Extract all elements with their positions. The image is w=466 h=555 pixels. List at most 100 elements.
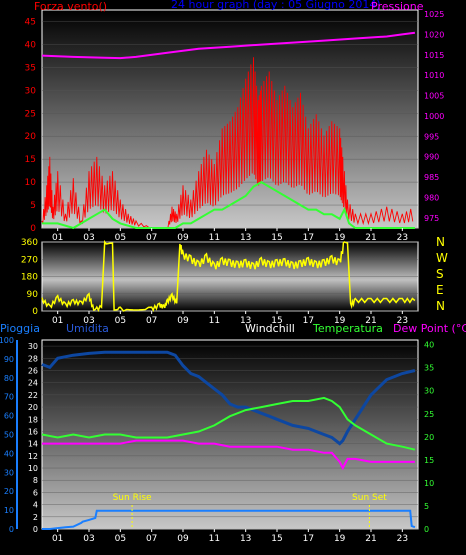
wind-direction-line [41,239,416,313]
pressure-tick-label: 1000 [424,112,444,121]
x-tick-label: 17 [303,316,314,326]
rain-axis-label: Pioggia [0,322,40,335]
x-tick-label: 07 [146,233,157,243]
wind-tick-label: 45 [25,17,36,27]
humidity-tick-label: 15 [424,456,434,465]
rain-tick-label: 0 [9,525,14,534]
wind-tick-label: 25 [25,109,36,119]
temperature-tick-label: 22 [28,391,38,400]
x-tick-label: 17 [303,534,314,544]
temperature-tick-label: 20 [28,403,38,412]
humidity-tick-label: 40 [424,341,434,350]
x-tick-label: 07 [146,534,157,544]
temperature-tick-label: 26 [28,366,38,375]
x-tick-label: 13 [240,316,251,326]
wind-average-line [42,180,415,230]
rain-tick-label: 30 [4,468,14,477]
humidity-tick-label: 0 [424,525,429,534]
x-tick-label: 01 [52,233,63,243]
x-tick-label: 15 [271,316,282,326]
x-tick-label: 23 [397,534,408,544]
temperature-tick-label: 18 [28,415,38,424]
humidity-tick-label: 5 [424,502,429,511]
pressure-tick-label: 990 [424,153,439,162]
x-tick-label: 19 [334,233,346,243]
temperature-tick-label: 24 [28,379,38,388]
humidity-line [41,350,416,446]
rain-tick-label: 50 [4,431,14,440]
x-tick-label: 15 [271,534,282,544]
wind-tick-label: 10 [25,178,37,188]
rain-tick-label: 10 [4,506,14,515]
pressure-tick-label: 1020 [424,30,444,39]
x-tick-label: 11 [209,534,220,544]
wind-tick-label: 30 [25,86,37,96]
direction-tick-label: 0 [32,307,38,317]
x-tick-label: 21 [365,233,376,243]
x-tick-label: 09 [177,233,189,243]
rain-tick-label: 60 [4,412,14,421]
compass-letter: E [436,283,444,297]
pressure-tick-label: 985 [424,173,439,182]
x-tick-label: 13 [240,233,251,243]
humidity-tick-label: 30 [424,387,434,396]
compass-letter: N [436,235,445,249]
direction-tick-label: 360 [21,238,38,248]
direction-tick-label: 90 [27,290,39,300]
pressure-tick-label: 975 [424,214,439,223]
sunset-label: Sun Set [352,493,387,503]
wind-tick-label: 0 [30,224,36,234]
x-tick-label: 19 [334,534,346,544]
temperature-tick-label: 14 [28,440,38,449]
humidity-tick-label: 20 [424,433,434,442]
humidity-tick-label: 10 [424,479,434,488]
wind-tick-label: 15 [25,155,36,165]
x-tick-label: 07 [146,316,157,326]
x-tick-label: 05 [115,233,126,243]
rain-tick-label: 100 [0,336,14,345]
sunrise-label: Sun Rise [113,493,152,503]
temperature-tick-label: 6 [33,488,38,497]
wind-tick-label: 20 [25,132,37,142]
rain-line [42,509,416,530]
compass-letter: N [436,299,445,313]
x-tick-label: 21 [365,534,376,544]
rain-tick-label: 80 [4,374,14,383]
pressure-tick-label: 1015 [424,51,444,60]
pressure-line [41,31,416,60]
humidity-tick-label: 35 [424,364,434,373]
chart-title: 24 hour graph (day : 05 Giugno 2014) [171,0,381,11]
rain-tick-label: 20 [4,487,14,496]
wind-tick-label: 40 [25,40,37,50]
temperature-tick-label: 16 [28,427,38,436]
x-tick-label: 03 [83,316,94,326]
temperature-tick-label: 4 [33,501,38,510]
humidity-axis-label: Umidita [66,322,109,335]
pressure-tick-label: 980 [424,193,439,202]
temperature-tick-label: 30 [28,342,38,351]
dewpoint-legend-label: Dew Point (°C) [393,322,466,335]
x-tick-label: 01 [52,316,63,326]
dewpoint-line [42,439,415,471]
direction-tick-label: 180 [21,273,38,283]
x-tick-label: 03 [83,233,94,243]
temperature-line [41,396,416,451]
direction-tick-label: 270 [21,255,38,265]
temperature-tick-label: 10 [28,464,38,473]
temperature-tick-label: 12 [28,452,38,461]
x-tick-label: 17 [303,233,314,243]
x-tick-label: 03 [83,534,94,544]
temperature-tick-label: 28 [28,354,38,363]
pressure-tick-label: 1010 [424,71,444,80]
pressure-tick-label: 1025 [424,10,444,19]
compass-letter: W [436,251,448,265]
x-tick-label: 05 [115,316,126,326]
x-tick-label: 15 [271,233,282,243]
humidity-tick-label: 25 [424,410,434,419]
pressure-tick-label: 1005 [424,92,444,101]
wind-tick-label: 5 [30,201,36,211]
x-tick-label: 09 [177,534,189,544]
x-tick-label: 13 [240,534,251,544]
pressure-axis-label: Pressione [371,0,424,13]
